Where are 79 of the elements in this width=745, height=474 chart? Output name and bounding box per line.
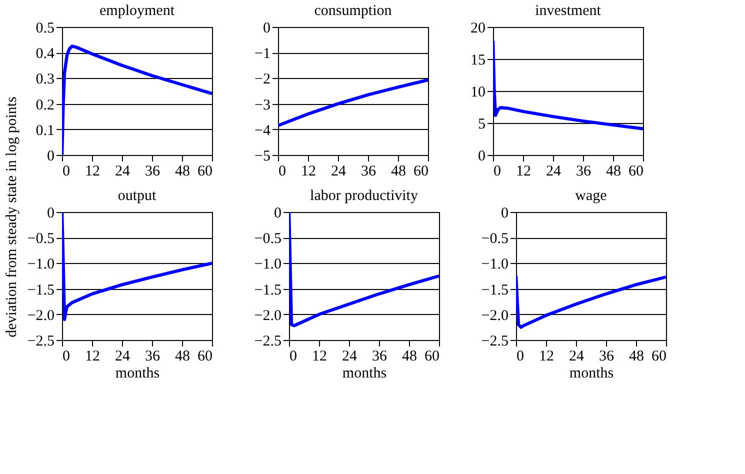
y-tick-label: −1.0 [481, 256, 508, 273]
x-axis-title: months [569, 366, 614, 382]
x-tick-label: 36 [145, 348, 160, 364]
y-tick-label: −1 [254, 46, 270, 62]
y-tick-label: 10 [470, 84, 486, 100]
x-tick-label: 12 [301, 164, 316, 180]
y-tick-label: −0.5 [27, 231, 54, 248]
y-tick-label: −5 [254, 148, 270, 164]
x-tick-label: 48 [175, 164, 190, 180]
y-tick-label: 15 [470, 52, 486, 68]
y-tick-label: 0 [501, 206, 508, 222]
y-tick-label: 0 [478, 148, 486, 164]
x-tick-label: 60 [652, 348, 666, 364]
x-tick-label: 24 [115, 164, 130, 180]
x-tick-label: 0 [516, 348, 524, 364]
x-tick-label: 24 [342, 348, 358, 364]
y-tick-label: 0.5 [36, 20, 54, 36]
y-tick-label: 0.4 [36, 46, 55, 62]
chart-title: wage [575, 188, 608, 204]
y-tick-label: −1.5 [481, 282, 508, 298]
x-tick-label: 36 [599, 348, 614, 364]
x-tick-label: 48 [391, 164, 406, 180]
y-tick-label: −2.0 [254, 308, 282, 324]
x-tick-label: 12 [85, 164, 100, 180]
x-tick-label: 60 [628, 164, 644, 180]
y-axis-title: deviation from steady state in log points [4, 96, 20, 338]
x-tick-label: 0 [62, 164, 70, 180]
y-tick-label: 0.2 [36, 97, 54, 114]
y-tick-label: −2.5 [254, 334, 282, 350]
x-tick-label: 48 [175, 348, 190, 364]
y-tick-label: −1.0 [254, 256, 282, 273]
y-tick-label: −4 [254, 122, 271, 139]
x-tick-label: 12 [85, 348, 100, 364]
x-tick-label: 48 [402, 348, 417, 364]
y-tick-label: −2 [254, 72, 270, 88]
x-tick-label: 24 [331, 164, 346, 180]
y-tick-label: 0 [263, 20, 270, 36]
y-tick-label: 0 [47, 206, 54, 222]
x-tick-label: 36 [372, 348, 388, 364]
chart-title: employment [100, 3, 176, 19]
x-tick-label: 60 [424, 348, 440, 364]
chart-title: consumption [314, 3, 392, 19]
y-tick-label: −2.5 [481, 334, 508, 350]
y-tick-label: −2.0 [481, 308, 508, 324]
x-tick-label: 60 [414, 164, 428, 180]
x-tick-label: 48 [606, 164, 621, 180]
chart-title: output [118, 188, 157, 204]
y-tick-label: −1.5 [254, 282, 282, 298]
y-tick-label: −0.5 [481, 231, 508, 248]
y-tick-label: 0.1 [36, 122, 54, 139]
y-tick-label: −2.0 [27, 308, 54, 324]
x-tick-label: 24 [115, 348, 130, 364]
y-tick-label: 0 [274, 206, 282, 222]
x-tick-label: 12 [539, 348, 554, 364]
y-tick-label: −1.0 [27, 256, 54, 273]
x-tick-label: 36 [361, 164, 376, 180]
x-tick-label: 0 [62, 348, 70, 364]
y-tick-label: −1.5 [27, 282, 54, 298]
x-axis-title: months [115, 366, 160, 382]
y-tick-label: −0.5 [254, 231, 282, 248]
x-tick-label: 60 [198, 164, 212, 180]
y-tick-label: 0 [47, 148, 54, 164]
x-tick-label: 12 [312, 348, 327, 364]
x-tick-label: 0 [290, 348, 297, 364]
x-tick-label: 60 [198, 348, 212, 364]
x-tick-label: 48 [629, 348, 644, 364]
x-axis-title: months [342, 366, 387, 382]
x-tick-label: 36 [576, 164, 592, 180]
y-tick-label: 0.3 [36, 72, 54, 88]
x-tick-label: 24 [546, 164, 562, 180]
y-tick-label: 5 [478, 116, 486, 132]
y-tick-label: −2.5 [27, 334, 54, 350]
x-tick-label: 12 [516, 164, 531, 180]
chart-title: investment [535, 3, 602, 19]
y-tick-label: 20 [470, 20, 486, 36]
x-tick-label: 24 [569, 348, 584, 364]
chart-title: labor productivity [310, 188, 418, 204]
y-tick-label: −3 [254, 97, 270, 114]
x-tick-label: 36 [145, 164, 160, 180]
